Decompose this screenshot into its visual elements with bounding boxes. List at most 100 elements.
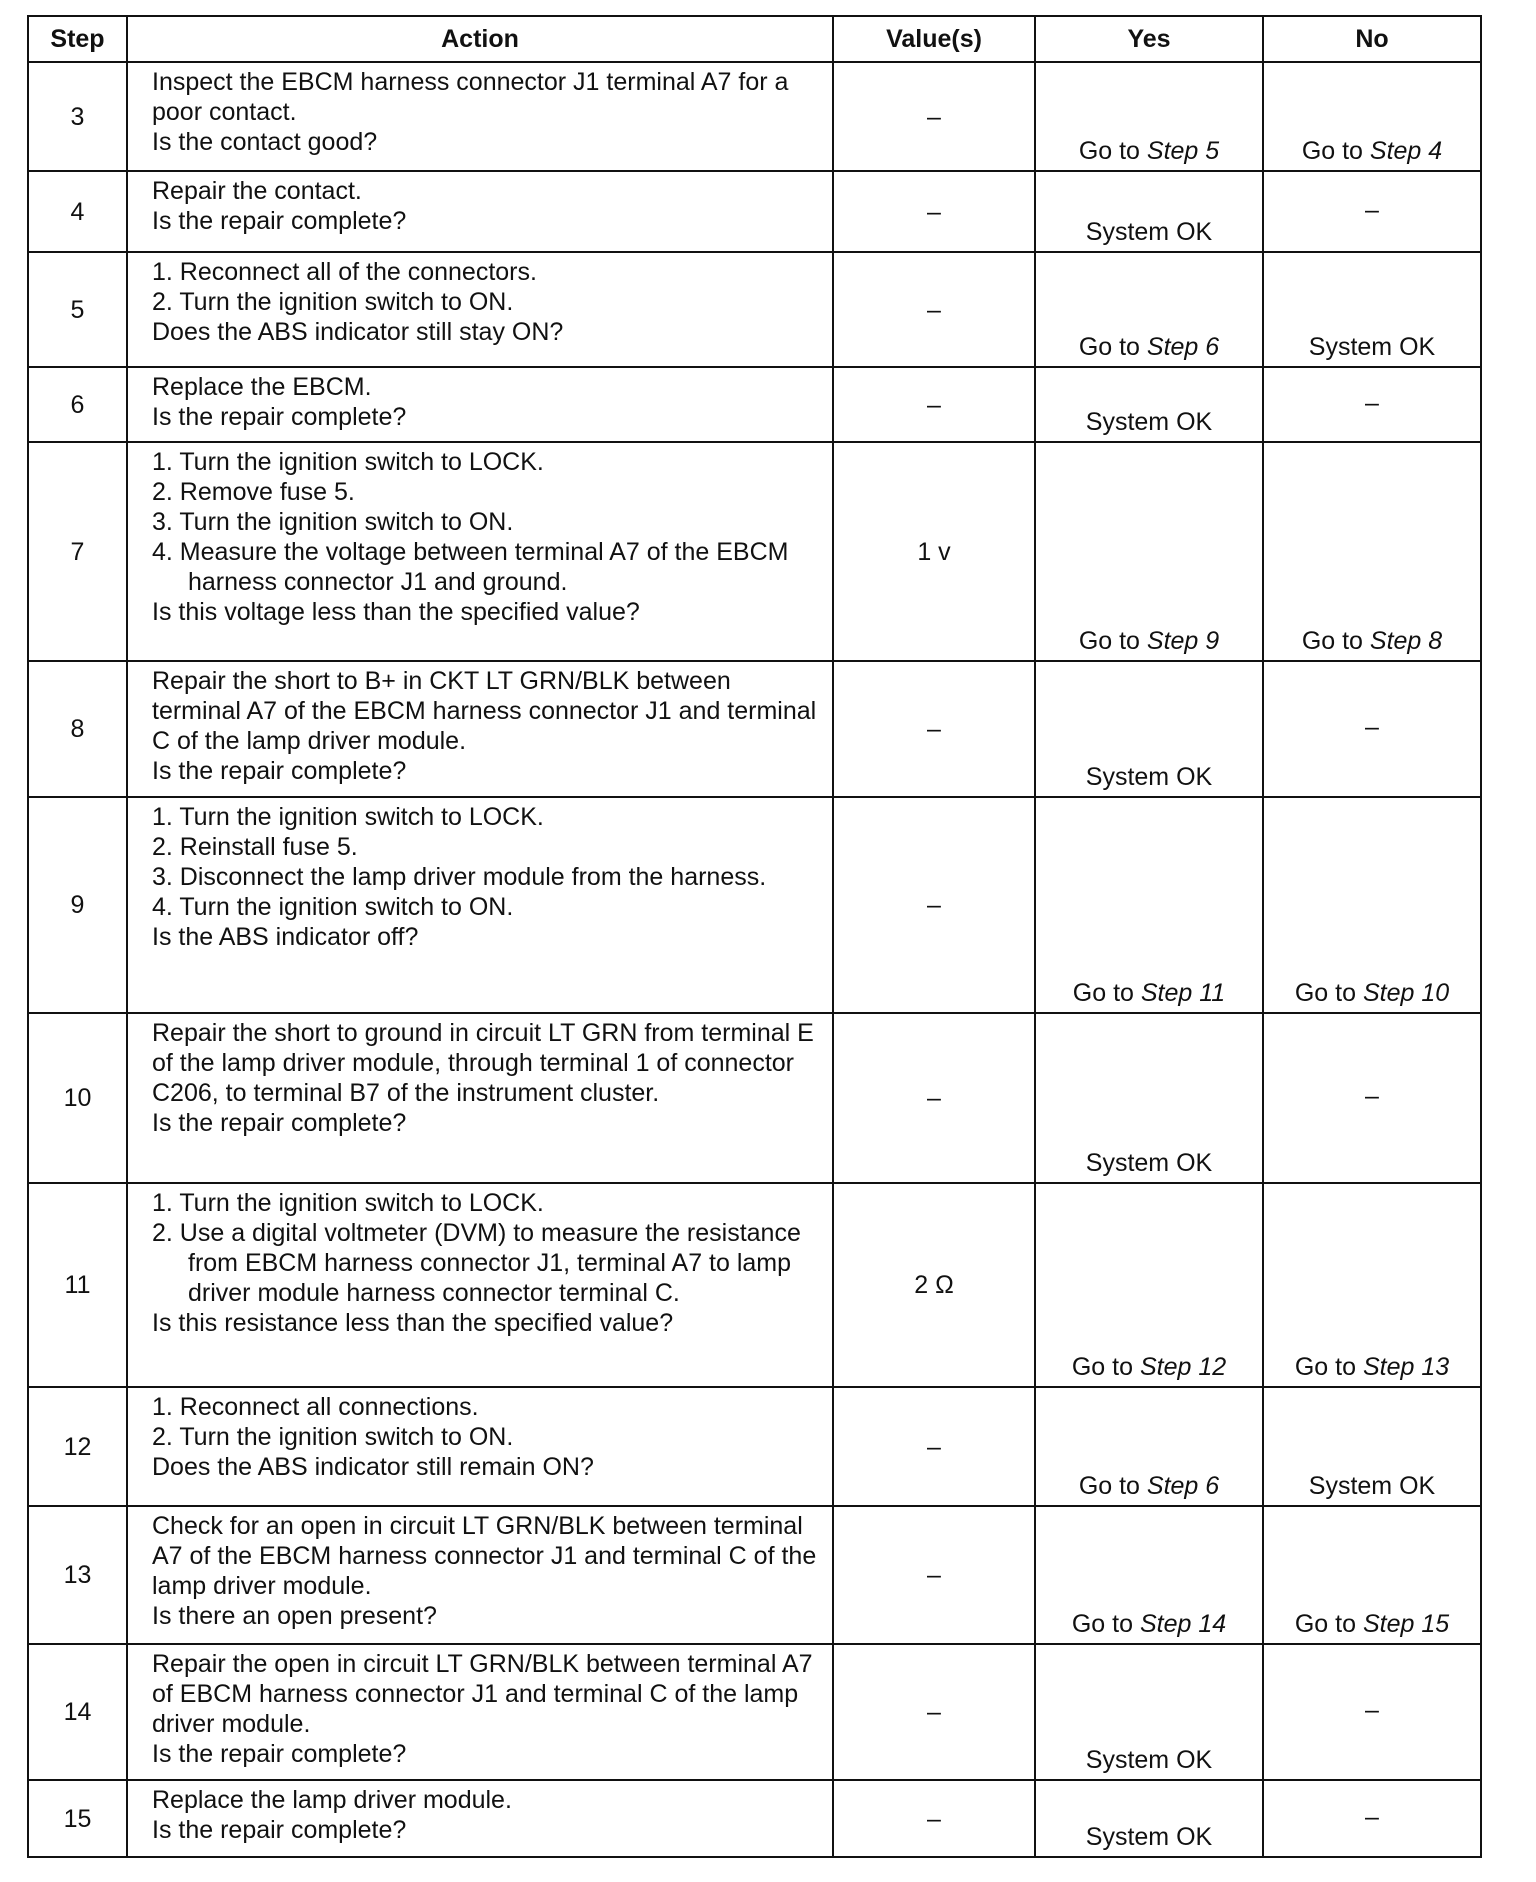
yes-text: System OK	[1085, 1823, 1213, 1851]
no-cell: –	[1262, 1643, 1482, 1781]
action-line: 2. Turn the ignition switch to ON.	[152, 1423, 514, 1451]
step-cell: 8	[27, 660, 128, 798]
action-line: Is the repair complete?	[152, 1740, 407, 1768]
action-line: Is the repair complete?	[152, 207, 407, 235]
yes-text: Go to	[1078, 627, 1147, 655]
action-cell: 1. Reconnect all connections. 2. Turn the…	[126, 1386, 834, 1507]
yes-text: Go to	[1071, 1610, 1140, 1638]
value-cell: –	[832, 1643, 1036, 1781]
action-line: Repair the short to B+ in CKT LT GRN/BLK…	[152, 667, 817, 755]
table-row: 4 Repair the contact. Is the repair comple…	[27, 170, 1482, 253]
action-line: 2. Remove fuse 5.	[152, 478, 355, 506]
no-text: System OK	[1308, 333, 1436, 361]
step-cell: 4	[27, 170, 128, 253]
yes-cell: System OK	[1034, 660, 1264, 798]
table-row: 3 Inspect the EBCM harness connector J1 t…	[27, 61, 1482, 172]
yes-step-link: Step 11	[1140, 979, 1226, 1007]
no-cell: Go to Step 8	[1262, 441, 1482, 662]
yes-step-link: Step 12	[1139, 1353, 1227, 1381]
table-row: 8 Repair the short to B+ in CKT LT GRN/BL…	[27, 660, 1482, 798]
step-cell: 10	[27, 1012, 128, 1184]
action-line: 1. Turn the ignition switch to LOCK.	[152, 803, 544, 831]
yes-step-link: Step 14	[1139, 1610, 1227, 1638]
yes-cell: Go to Step 11	[1034, 796, 1264, 1014]
no-cell: –	[1262, 170, 1482, 253]
no-text: Go to	[1294, 1610, 1363, 1638]
action-cell: Check for an open in circuit LT GRN/BLK …	[126, 1505, 834, 1645]
table-row: 14 Repair the open in circuit LT GRN/BLK …	[27, 1643, 1482, 1781]
no-cell: System OK	[1262, 1386, 1482, 1507]
no-text: –	[1365, 195, 1379, 224]
yes-cell: System OK	[1034, 1012, 1264, 1184]
step-cell: 6	[27, 366, 128, 443]
yes-text: System OK	[1085, 763, 1213, 791]
action-line: Is there an open present?	[152, 1602, 437, 1630]
yes-cell: System OK	[1034, 170, 1264, 253]
yes-text: System OK	[1085, 218, 1213, 246]
header-no: No	[1262, 15, 1482, 63]
action-cell: Repair the contact. Is the repair complet…	[126, 170, 834, 253]
action-line: Repair the contact.	[152, 177, 362, 205]
action-line: 2. Reinstall fuse 5.	[152, 833, 358, 861]
action-line: 1. Reconnect all connections.	[152, 1393, 479, 1421]
action-line: 4. Turn the ignition switch to ON.	[152, 893, 514, 921]
action-line: Is the repair complete?	[152, 1816, 407, 1844]
value-cell: –	[832, 1505, 1036, 1645]
action-line: Is the repair complete?	[152, 757, 407, 785]
no-cell: –	[1262, 366, 1482, 443]
action-line: 2. Use a digital voltmeter (DVM) to meas…	[152, 1219, 801, 1307]
action-line: 3. Disconnect the lamp driver module fro…	[152, 863, 767, 891]
action-cell: Inspect the EBCM harness connector J1 te…	[126, 61, 834, 172]
no-step-link: Step 4	[1369, 137, 1443, 165]
no-step-link: Step 13	[1362, 1353, 1450, 1381]
value-cell: –	[832, 1386, 1036, 1507]
yes-cell: Go to Step 6	[1034, 251, 1264, 368]
action-line: Repair the short to ground in circuit LT…	[152, 1019, 814, 1107]
value-cell: –	[832, 660, 1036, 798]
yes-text: System OK	[1085, 408, 1213, 436]
header-action: Action	[126, 15, 834, 63]
diagnostic-table: Step Action Value(s) Yes No 3 Inspect the…	[27, 15, 1482, 1858]
no-text: Go to	[1301, 627, 1370, 655]
action-line: 2. Turn the ignition switch to ON.	[152, 288, 514, 316]
action-line: Inspect the EBCM harness connector J1 te…	[152, 68, 789, 126]
header-values: Value(s)	[832, 15, 1036, 63]
no-text: –	[1365, 388, 1379, 417]
no-text: –	[1365, 1802, 1379, 1831]
action-line: Does the ABS indicator still stay ON?	[152, 318, 564, 346]
value-cell: –	[832, 61, 1036, 172]
yes-step-link: Step 9	[1146, 627, 1220, 655]
action-cell: Replace the lamp driver module. Is the re…	[126, 1779, 834, 1858]
no-step-link: Step 10	[1362, 979, 1450, 1007]
action-cell: Repair the short to ground in circuit LT…	[126, 1012, 834, 1184]
no-cell: Go to Step 10	[1262, 796, 1482, 1014]
action-line: Is the ABS indicator off?	[152, 923, 419, 951]
step-cell: 12	[27, 1386, 128, 1507]
table-row: 15 Replace the lamp driver module. Is the …	[27, 1779, 1482, 1858]
action-cell: 1. Turn the ignition switch to LOCK. 2. U…	[126, 1182, 834, 1388]
step-cell: 9	[27, 796, 128, 1014]
action-line: Is this voltage less than the specified …	[152, 598, 640, 626]
no-cell: Go to Step 4	[1262, 61, 1482, 172]
action-line: Replace the EBCM.	[152, 373, 372, 401]
value-cell: –	[832, 1779, 1036, 1858]
yes-cell: System OK	[1034, 366, 1264, 443]
yes-text: System OK	[1085, 1746, 1213, 1774]
yes-text: Go to	[1072, 979, 1141, 1007]
table-row: 13 Check for an open in circuit LT GRN/BL…	[27, 1505, 1482, 1645]
action-line: Repair the open in circuit LT GRN/BLK be…	[152, 1650, 813, 1738]
no-cell: Go to Step 13	[1262, 1182, 1482, 1388]
no-text: –	[1365, 713, 1379, 741]
step-cell: 13	[27, 1505, 128, 1645]
step-cell: 5	[27, 251, 128, 368]
yes-text: Go to	[1078, 137, 1147, 165]
yes-cell: Go to Step 6	[1034, 1386, 1264, 1507]
step-cell: 14	[27, 1643, 128, 1781]
value-cell: –	[832, 366, 1036, 443]
no-cell: Go to Step 15	[1262, 1505, 1482, 1645]
no-text: Go to	[1294, 1353, 1363, 1381]
table-row: 7 1. Turn the ignition switch to LOCK. 2. …	[27, 441, 1482, 662]
table-row: 10 Repair the short to ground in circuit …	[27, 1012, 1482, 1184]
table-row: 6 Replace the EBCM. Is the repair complete…	[27, 366, 1482, 443]
step-cell: 11	[27, 1182, 128, 1388]
